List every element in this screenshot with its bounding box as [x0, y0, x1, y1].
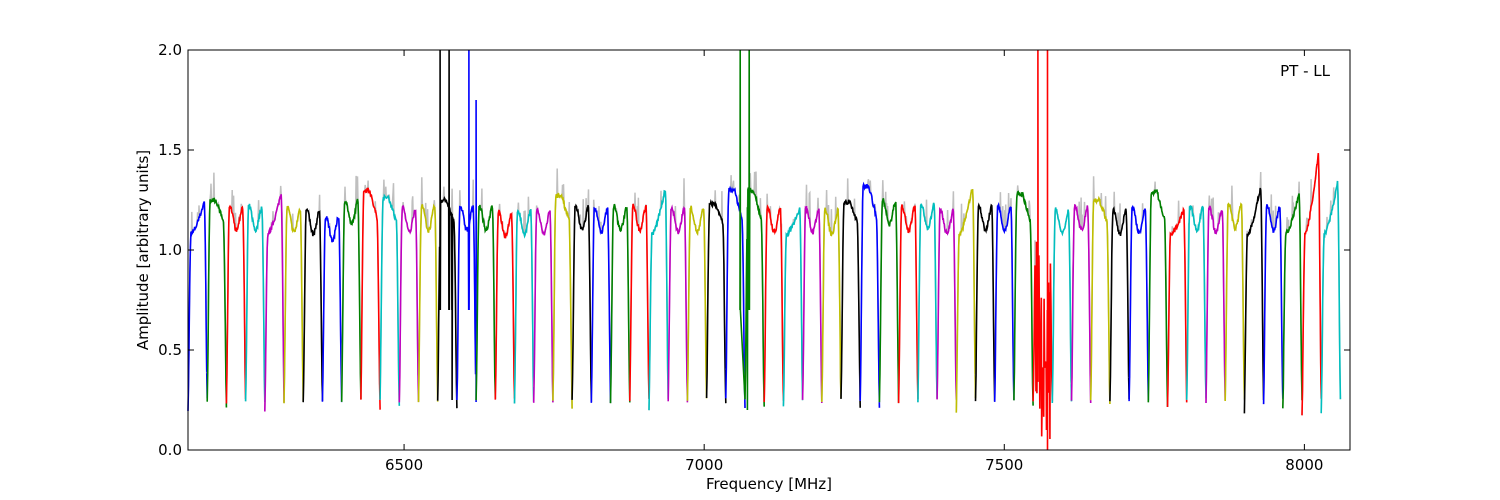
subband-trace: [1301, 153, 1322, 416]
subband-trace: [801, 205, 823, 404]
subband-trace: [897, 204, 919, 404]
subband-trace: [705, 199, 727, 404]
subband-trace: [1032, 49, 1054, 451]
subband-trace: [1205, 205, 1226, 404]
subband-trace: [1185, 205, 1207, 400]
subband-trace: [782, 207, 804, 407]
subband-trace: [456, 49, 478, 403]
subband-trace: [686, 205, 708, 401]
ticks-layer: 6500 7000 7500 8000 0.0 0.5 1.0 1.5 2.0: [158, 41, 1350, 474]
subband-trace: [917, 202, 938, 403]
subband-trace: [225, 204, 247, 404]
subband-trace: [436, 49, 458, 409]
subband-trace: [283, 205, 304, 404]
subband-trace: [1070, 203, 1092, 404]
subband-trace: [1282, 193, 1303, 409]
y-tick-label: 1.5: [158, 141, 182, 159]
subband-trace: [1320, 180, 1342, 414]
y-axis-label: Amplitude [arbitrary units]: [134, 150, 152, 350]
subband-trace: [936, 207, 958, 400]
subband-trace: [532, 207, 554, 403]
subband-trace: [398, 204, 420, 403]
subband-trace: [993, 202, 1015, 402]
subband-trace: [494, 209, 516, 400]
subband-trace: [1089, 195, 1111, 405]
subband-trace: [187, 201, 208, 412]
subband-trace: [360, 187, 381, 410]
subband-trace: [821, 207, 842, 402]
subband-trace: [590, 206, 612, 404]
subband-trace: [1224, 202, 1246, 402]
subband-trace: [302, 207, 324, 403]
subband-trace: [1147, 189, 1169, 407]
subband-trace: [878, 198, 900, 403]
subband-trace: [1262, 204, 1284, 405]
subband-trace: [475, 204, 497, 401]
subband-trace: [763, 204, 785, 403]
y-tick-label: 0.5: [158, 341, 182, 359]
subband-trace: [206, 197, 228, 408]
y-tick-label: 0.0: [158, 441, 182, 459]
subband-trace: [1128, 204, 1150, 402]
subband-trace: [609, 203, 631, 404]
subband-trace: [552, 192, 573, 409]
subband-trace: [571, 203, 593, 402]
x-tick-label: 7000: [685, 456, 723, 474]
subband-trace: [321, 216, 343, 403]
chart-annotation: PT - LL: [1280, 62, 1331, 80]
subband-trace: [340, 198, 362, 402]
x-tick-label: 8000: [1285, 456, 1323, 474]
subband-trace: [1166, 206, 1188, 408]
subband-trace: [648, 189, 669, 411]
series-layer: [187, 49, 1342, 451]
subband-trace: [1109, 206, 1130, 402]
subband-trace: [974, 202, 996, 402]
subband-trace: [244, 203, 266, 403]
subband-trace: [739, 49, 765, 411]
subband-trace: [417, 203, 439, 403]
x-tick-label: 6500: [385, 456, 423, 474]
subband-trace: [840, 198, 861, 408]
subband-trace: [1243, 187, 1265, 414]
subband-trace: [513, 209, 535, 404]
subband-trace: [667, 204, 689, 403]
y-tick-label: 2.0: [158, 41, 182, 59]
subband-trace: [379, 193, 401, 406]
subband-trace: [955, 188, 977, 413]
plot-area: [187, 49, 1351, 451]
subband-trace: [264, 194, 285, 412]
x-axis-label: Frequency [MHz]: [706, 475, 832, 493]
subband-trace: [859, 181, 881, 408]
subband-trace: [629, 203, 650, 402]
y-tick-label: 1.0: [158, 241, 182, 259]
subband-trace: [725, 185, 746, 409]
subband-trace: [1013, 190, 1034, 406]
x-tick-label: 7500: [985, 456, 1023, 474]
subband-trace: [1051, 207, 1073, 404]
